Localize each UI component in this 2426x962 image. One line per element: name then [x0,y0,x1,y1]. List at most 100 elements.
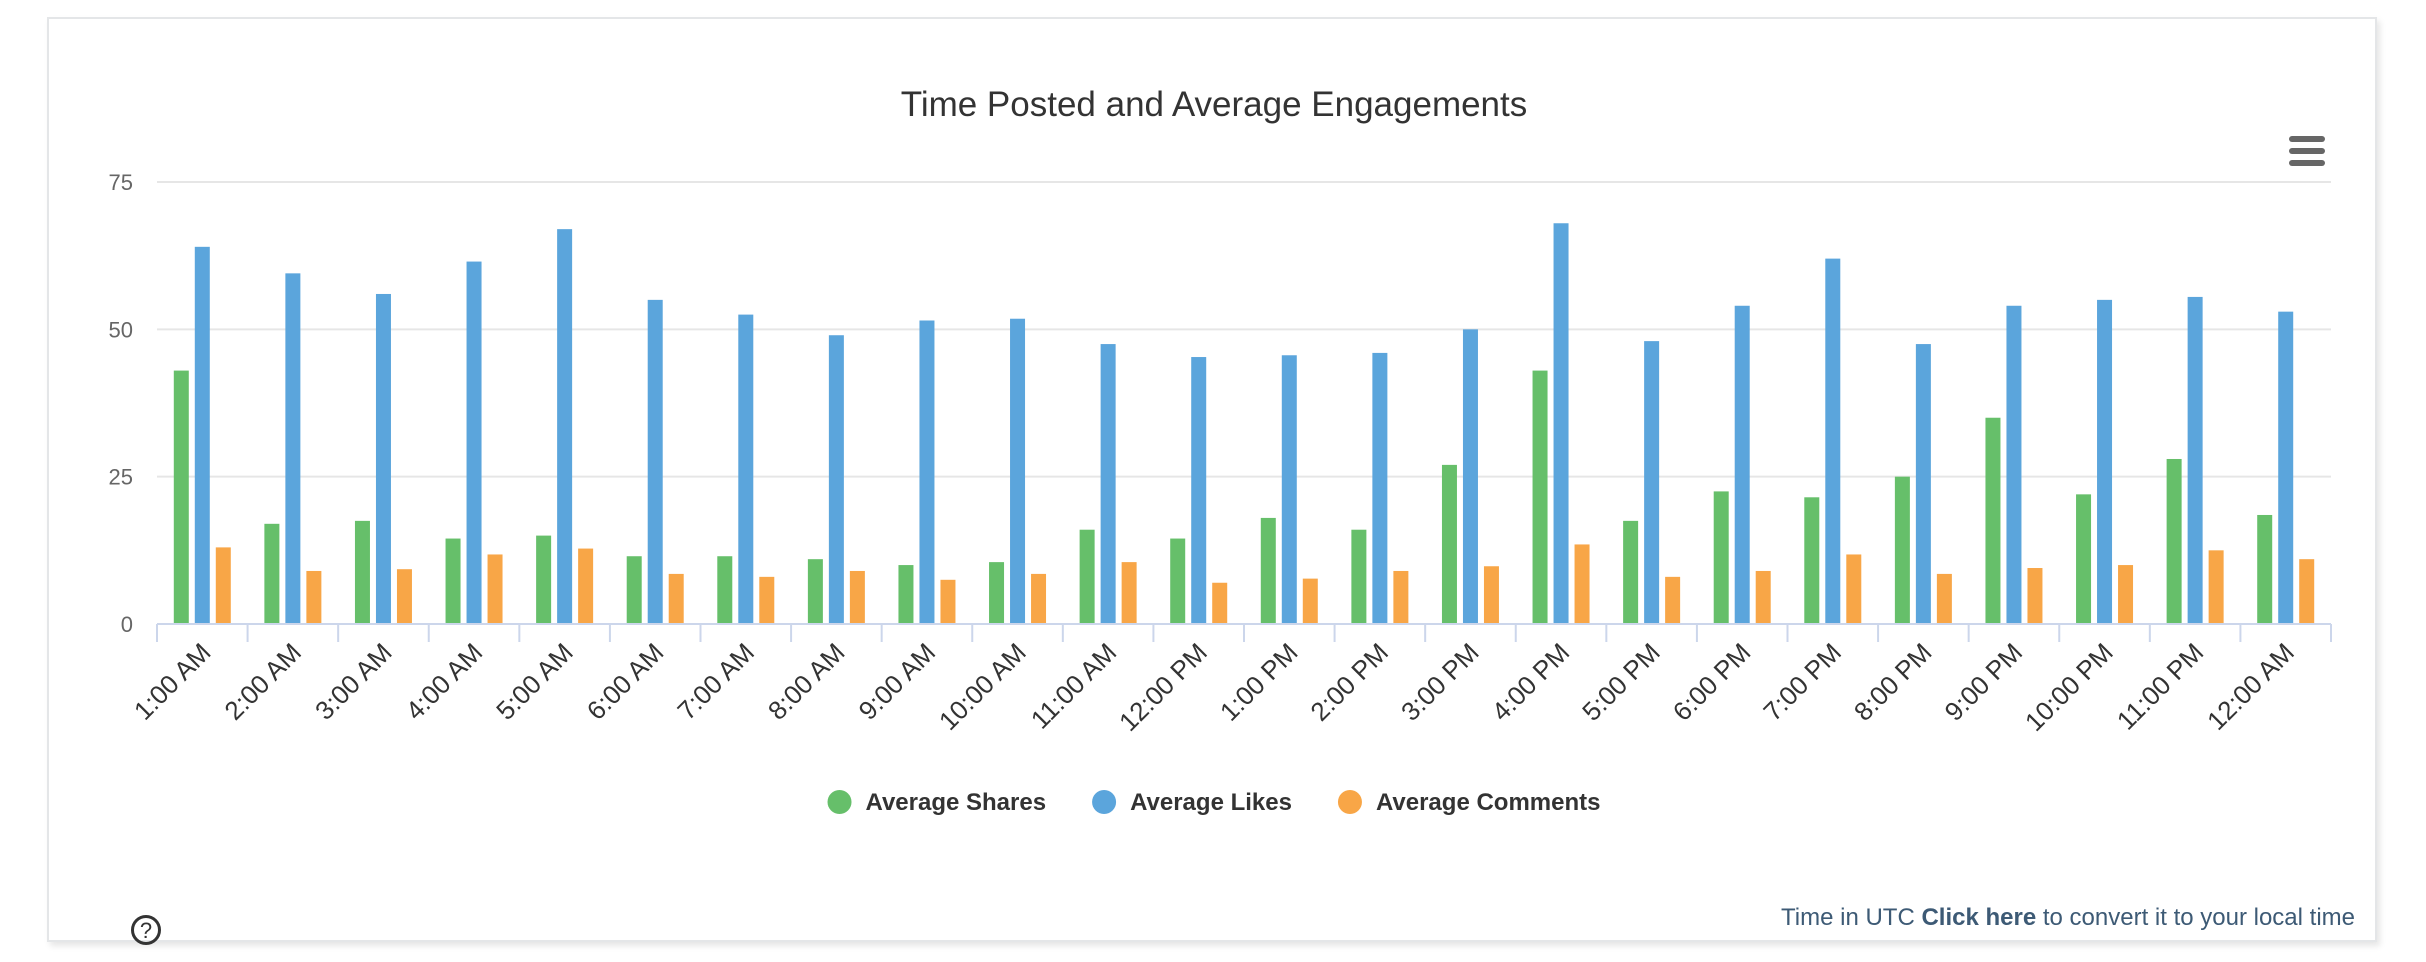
y-tick-label: 50 [109,317,133,342]
bar-average-likes[interactable] [1825,258,1841,624]
bar-average-likes[interactable] [1644,341,1660,624]
bar-average-shares[interactable] [173,370,189,624]
bar-average-likes[interactable] [1010,318,1026,624]
bar-average-likes[interactable] [1734,305,1750,624]
timezone-note-suffix: to convert it to your local time [2042,904,2355,931]
bar-average-comments[interactable] [1665,576,1681,624]
bar-average-shares[interactable] [264,523,280,624]
bar-average-comments[interactable] [759,576,775,624]
bar-average-shares[interactable] [2257,514,2273,624]
bar-average-comments[interactable] [2027,568,2043,624]
x-tick-label: 9:00 PM [1939,637,2029,727]
bar-average-shares[interactable] [1985,417,2001,624]
bar-average-comments[interactable] [1574,544,1590,624]
bar-average-comments[interactable] [668,573,684,624]
bar-average-likes[interactable] [1553,223,1569,624]
legend-symbol [1337,790,1362,814]
bar-average-likes[interactable] [2006,305,2022,624]
x-tick-label: 4:00 PM [1486,637,1576,727]
x-tick-label: 2:00 PM [1304,637,1394,727]
bar-average-shares[interactable] [1079,529,1095,624]
bar-average-comments[interactable] [1393,570,1409,624]
bar-average-likes[interactable] [1462,329,1478,624]
chart-menu-icon[interactable] [2278,129,2336,173]
bar-average-comments[interactable] [215,547,231,624]
bar-average-shares[interactable] [1351,529,1367,624]
bar-average-comments[interactable] [1121,562,1137,624]
x-tick-label: 12:00 AM [2201,637,2300,736]
bar-average-likes[interactable] [647,299,663,624]
bar-average-likes[interactable] [1191,357,1207,624]
bar-average-shares[interactable] [626,556,642,624]
bar-average-comments[interactable] [306,570,322,624]
bar-average-shares[interactable] [1804,497,1820,624]
bar-average-likes[interactable] [194,246,210,624]
menu-line [2289,160,2325,166]
legend-item[interactable]: Average Comments [1337,789,1601,816]
menu-line [2289,136,2325,142]
legend: Average Shares Average Likes Average Comme… [827,789,1601,816]
bar-average-shares[interactable] [445,538,461,624]
gridlines [157,181,2331,478]
bar-average-shares[interactable] [989,562,1005,624]
y-tick-label: 75 [109,170,133,195]
x-tick-label: 4:00 AM [400,637,489,726]
bar-average-likes[interactable] [375,293,391,624]
bar-average-shares[interactable] [2076,494,2092,624]
convert-timezone-link[interactable]: Click here [1921,904,2037,931]
bar-average-shares[interactable] [898,565,914,624]
bar-average-likes[interactable] [919,320,935,624]
legend-label: Average Likes [1130,789,1292,816]
bar-average-comments[interactable] [578,548,594,624]
bar-average-comments[interactable] [2118,565,2134,624]
timezone-note-prefix: Time in UTC [1781,904,1915,931]
bar-average-shares[interactable] [1623,520,1639,624]
bar-average-comments[interactable] [1755,570,1771,624]
x-tick-label: 12:00 PM [1113,637,1213,737]
bar-average-comments[interactable] [1302,578,1318,624]
bar-average-likes[interactable] [466,261,482,624]
bar-average-shares[interactable] [717,556,733,624]
bar-average-shares[interactable] [1713,491,1729,624]
bar-average-likes[interactable] [2278,311,2294,624]
bar-average-likes[interactable] [1281,355,1297,624]
bar-average-comments[interactable] [1031,573,1047,624]
bar-average-comments[interactable] [487,554,503,624]
bar-average-likes[interactable] [557,229,573,624]
bar-average-comments[interactable] [849,570,865,624]
menu-line [2289,148,2325,154]
x-tick-label: 5:00 PM [1576,637,1666,727]
legend-item[interactable]: Average Likes [1092,789,1292,816]
bar-average-shares[interactable] [536,535,552,624]
bar-average-likes[interactable] [1372,352,1388,624]
legend-item[interactable]: Average Shares [827,789,1047,816]
bar-average-shares[interactable] [1260,517,1276,624]
x-tick-label: 7:00 PM [1757,637,1847,727]
bar-average-comments[interactable] [940,579,956,624]
x-tick-label: 11:00 PM [2111,637,2210,736]
help-icon[interactable]: ? [131,915,161,945]
bar-average-comments[interactable] [1846,554,1862,624]
x-axis: 1:00 AM 2:00 AM 3:00 AM 4:00 AM 5:00 AM 6:00 … [128,623,2332,737]
bar-average-comments[interactable] [1212,582,1228,624]
bar-average-shares[interactable] [807,559,823,624]
bar-average-shares[interactable] [1441,464,1457,624]
bar-average-comments[interactable] [1936,573,1952,624]
bar-average-shares[interactable] [1532,370,1548,624]
bar-average-shares[interactable] [1170,538,1186,624]
bar-average-comments[interactable] [2299,559,2315,624]
bar-average-likes[interactable] [1915,344,1931,624]
bar-average-likes[interactable] [285,273,301,624]
bar-average-shares[interactable] [2166,458,2182,624]
bar-average-likes[interactable] [1100,344,1116,624]
bar-average-comments[interactable] [2208,550,2224,624]
bar-average-likes[interactable] [828,335,844,624]
bar-average-comments[interactable] [396,569,412,624]
bar-average-shares[interactable] [1894,476,1910,624]
bar-average-likes[interactable] [2097,299,2113,624]
bar-average-comments[interactable] [1483,566,1499,624]
bar-average-shares[interactable] [354,520,370,624]
y-tick-label: 25 [109,465,133,490]
bar-average-likes[interactable] [2187,296,2203,624]
bar-average-likes[interactable] [738,314,754,624]
